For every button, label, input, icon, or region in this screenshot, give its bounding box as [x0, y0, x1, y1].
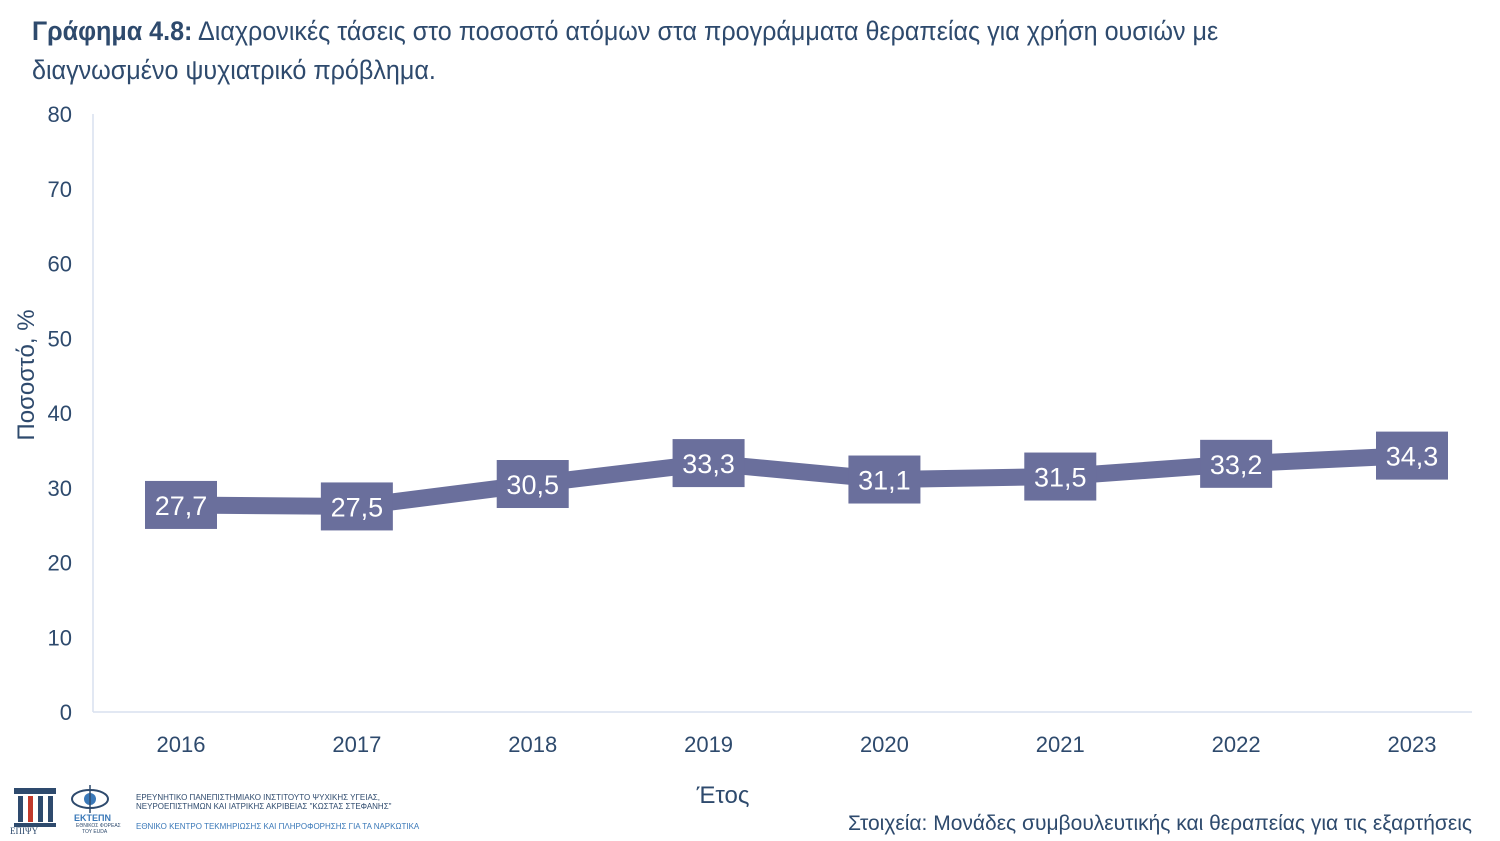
y-axis: 0 10 20 30 40 50 60 70 80 [48, 102, 94, 725]
footer-logos: ΕΠΙΨΥ ΕΚΤΕΠΝ ΕΘΝΙΚΟΣ ΦΟΡΕΑΣ ΤΟΥ EUDA ΕΡΕ… [8, 782, 448, 838]
data-label-box [848, 455, 921, 504]
data-label-box [1024, 452, 1097, 501]
title-text: Διαχρονικές τάσεις στο ποσοστό ατόμων στ… [32, 16, 1219, 85]
data-label: 33,3 [682, 449, 735, 479]
data-label: 31,5 [1034, 463, 1087, 493]
data-label-box [672, 439, 745, 488]
ektepn-sub2: ΤΟΥ EUDA [82, 829, 108, 835]
ektepn-sub1: ΕΘΝΙΚΟΣ ΦΟΡΕΑΣ [76, 823, 121, 829]
data-labels: 27,7 27,5 30,5 33,3 31,1 31,5 33,2 34,3 [145, 431, 1448, 531]
data-label-box [320, 482, 393, 531]
source-note: Στοιχεία: Μονάδες συμβουλευτικής και θερ… [848, 812, 1472, 835]
data-label-box [1200, 439, 1273, 488]
x-axis-label: Έτος [696, 782, 750, 809]
epipsy-logo-icon [14, 788, 56, 827]
x-tick-label: 2018 [508, 732, 557, 757]
y-tick-label: 0 [60, 700, 72, 725]
y-tick-label: 10 [48, 625, 72, 650]
x-tick-label: 2021 [1036, 732, 1085, 757]
title-prefix: Γράφημα 4.8: [32, 16, 193, 46]
y-tick-label: 40 [48, 401, 72, 426]
data-label: 30,5 [506, 470, 559, 500]
chart-title: Γράφημα 4.8: Διαχρονικές τάσεις στο ποσο… [32, 12, 1371, 90]
data-label: 27,5 [331, 492, 384, 522]
ektepn-line: ΕΘΝΙΚΟ ΚΕΝΤΡΟ ΤΕΚΜΗΡΙΩΣΗΣ ΚΑΙ ΠΛΗΡΟΦΟΡΗΣ… [136, 822, 420, 831]
ektepn-caption: ΕΚΤΕΠΝ [74, 813, 112, 823]
institute-line-2: ΝΕΥΡΟΕΠΙΣΤΗΜΩΝ ΚΑΙ ΙΑΤΡΙΚΗΣ ΑΚΡΙΒΕΙΑΣ "Κ… [136, 802, 392, 811]
data-label: 27,7 [155, 491, 208, 521]
x-tick-label: 2020 [860, 732, 909, 757]
x-tick-label: 2022 [1212, 732, 1261, 757]
data-label: 31,1 [858, 466, 911, 496]
data-label: 34,3 [1386, 442, 1439, 472]
x-tick-label: 2023 [1388, 732, 1437, 757]
y-axis-label: Ποσοστό, % [13, 309, 40, 440]
data-label: 33,2 [1210, 450, 1263, 480]
x-tick-label: 2017 [332, 732, 381, 757]
y-tick-label: 30 [48, 476, 72, 501]
data-label-box [1376, 431, 1448, 480]
y-tick-label: 20 [48, 551, 72, 576]
x-tick-label: 2016 [157, 732, 206, 757]
institute-line-1: ΕΡΕΥΝΗΤΙΚΟ ΠΑΝΕΠΙΣΤΗΜΙΑΚΟ ΙΝΣΤΙΤΟΥΤΟ ΨΥΧ… [136, 793, 380, 802]
y-tick-label: 50 [48, 326, 72, 351]
y-tick-label: 70 [48, 177, 72, 202]
ektepn-logo-icon [71, 785, 109, 813]
x-tick-label: 2019 [684, 732, 733, 757]
y-tick-label: 60 [48, 252, 72, 277]
data-label-box [145, 480, 217, 529]
y-tick-label: 80 [48, 102, 72, 127]
epipsy-caption: ΕΠΙΨΥ [10, 826, 39, 836]
data-label-box [496, 460, 569, 509]
x-axis: 2016 2017 2018 2019 2020 2021 2022 2023 [93, 711, 1472, 757]
